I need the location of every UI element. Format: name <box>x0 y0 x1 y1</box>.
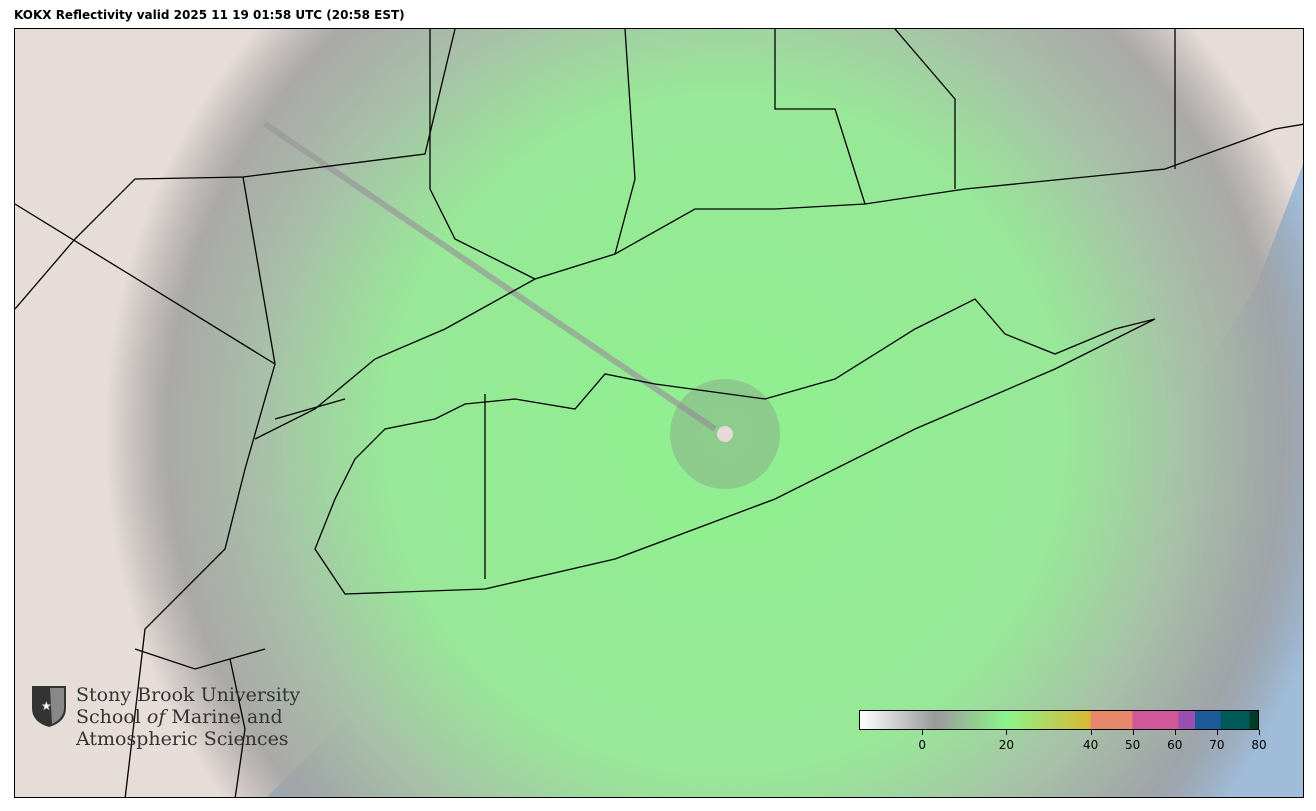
county-lines <box>15 29 1176 579</box>
sbu-somas-logo: ★ Stony Brook University School of Marin… <box>30 684 300 750</box>
logo-line-2a: School <box>76 706 147 728</box>
reflectivity-colorbar <box>859 710 1259 730</box>
logo-line-2: School of Marine and <box>76 706 300 728</box>
colorbar-tick <box>1090 730 1092 735</box>
nj-coast <box>134 648 266 797</box>
colorbar-tick <box>1006 730 1008 735</box>
colorbar-tick-label: 70 <box>1209 738 1225 752</box>
boundaries <box>15 29 1303 797</box>
colorbar-tick-label: 60 <box>1167 738 1183 752</box>
colorbar-tick-label: 50 <box>1125 738 1141 752</box>
logo-line-1: Stony Brook University <box>76 684 301 706</box>
colorbar-tick-label: 40 <box>1082 738 1099 752</box>
logo-line-2c: Marine and <box>165 706 283 728</box>
radar-map[interactable] <box>14 28 1304 798</box>
colorbar-tick <box>1216 730 1218 735</box>
logo-line-3: Atmospheric Sciences <box>76 728 289 750</box>
colorbar-tick <box>922 730 924 735</box>
colorbar-tick-label: 0 <box>918 738 926 752</box>
svg-text:★: ★ <box>41 699 52 713</box>
map-title: KOKX Reflectivity valid 2025 11 19 01:58… <box>14 8 405 22</box>
state-line-ny-ct <box>429 29 536 280</box>
radar-center <box>717 426 733 442</box>
state-line-nj-ny <box>15 203 276 797</box>
radar-map-canvas <box>15 29 1303 797</box>
colorbar-tick-label: 20 <box>998 738 1014 752</box>
colorbar-tick <box>1132 730 1134 735</box>
colorbar-tick <box>1174 730 1176 735</box>
colorbar-tick-label: 80 <box>1251 738 1267 752</box>
long-island-outline <box>314 298 1156 595</box>
logo-line-2b: of <box>146 706 166 728</box>
sbu-shield-icon: ★ <box>32 686 66 727</box>
radar-spike <box>263 121 717 432</box>
colorbar-tick <box>1259 730 1260 735</box>
radar-echo-field <box>15 29 1303 797</box>
connecticut-coast <box>254 123 1303 440</box>
